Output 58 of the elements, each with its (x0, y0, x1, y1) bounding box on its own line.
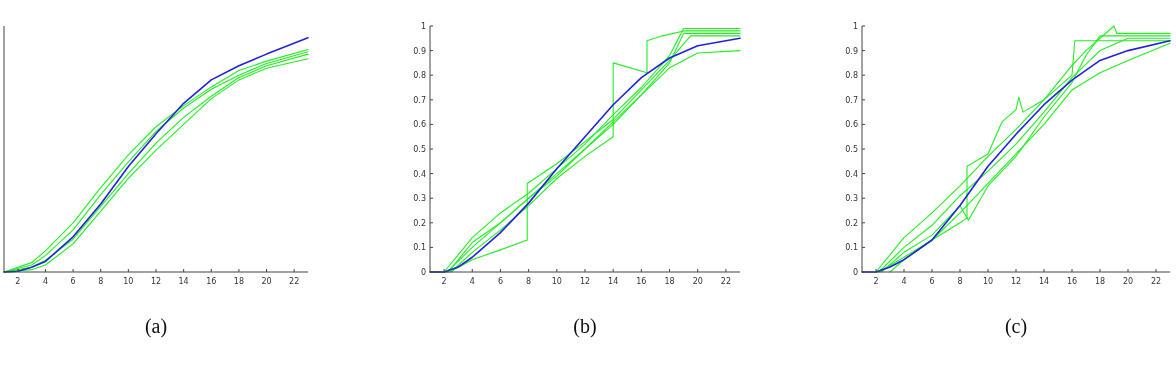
y-tick-label: 0.9 (413, 46, 426, 56)
y-tick-label: 1 (852, 22, 858, 31)
x-tick-label: 12 (1010, 277, 1022, 286)
x-tick-label: 6 (929, 277, 935, 286)
x-tick-label: 4 (901, 277, 907, 286)
x-tick-label: 8 (526, 277, 532, 286)
x-tick-label: 8 (957, 277, 963, 286)
x-tick-label: 10 (982, 277, 994, 286)
y-tick-label: 0.2 (845, 218, 858, 228)
y-tick-label: 0.8 (845, 71, 858, 81)
y-tick-label: 0.7 (845, 95, 858, 105)
x-tick-label: 6 (70, 277, 76, 286)
x-tick-label: 14 (178, 277, 189, 286)
y-tick-label: 0.3 (845, 194, 858, 204)
x-tick-label: 2 (15, 277, 21, 286)
y-tick-label: 0.4 (845, 169, 858, 179)
y-tick-label: 0 (852, 268, 858, 277)
y-tick-label: 0.6 (845, 120, 858, 130)
x-tick-label: 2 (441, 277, 447, 286)
x-tick-label: 2 (873, 277, 879, 286)
x-tick-label: 22 (1150, 277, 1162, 286)
y-tick-label: 0 (420, 268, 426, 277)
y-tick-label: 1 (420, 22, 426, 31)
x-tick-label: 22 (289, 277, 300, 286)
y-tick-label: 0.8 (413, 71, 426, 81)
x-tick-label: 20 (261, 277, 272, 286)
x-tick-label: 18 (664, 277, 675, 286)
x-tick-label: 4 (469, 277, 475, 286)
x-tick-label: 4 (42, 277, 48, 286)
text: (c) (1004, 315, 1028, 338)
y-tick-label: 0.3 (413, 194, 426, 204)
y-tick-label: 0.2 (413, 218, 426, 228)
x-tick-label: 10 (551, 277, 562, 286)
text: (b) (573, 315, 597, 338)
x-tick-label: 18 (1094, 277, 1106, 286)
y-tick-label: 0.1 (413, 243, 426, 253)
y-tick-label: 0.5 (845, 145, 858, 154)
x-tick-label: 14 (1038, 277, 1050, 286)
x-tick-label: 20 (692, 277, 703, 286)
x-tick-label: 12 (150, 277, 162, 286)
y-tick-label: 0.1 (845, 243, 858, 253)
y-tick-label: 0.4 (413, 169, 426, 179)
x-tick-label: 6 (497, 277, 503, 286)
x-tick-label: 20 (1122, 277, 1134, 286)
y-tick-label: 0.5 (413, 145, 426, 154)
text: (a) (144, 315, 168, 338)
x-tick-label: 18 (233, 277, 244, 286)
x-tick-label: 22 (720, 277, 731, 286)
x-tick-label: 12 (579, 277, 591, 286)
x-tick-label: 8 (98, 277, 104, 286)
x-tick-label: 10 (123, 277, 134, 286)
y-tick-label: 0.6 (413, 120, 426, 130)
x-tick-label: 14 (608, 277, 619, 286)
x-tick-label: 16 (636, 277, 647, 286)
y-tick-label: 0.9 (845, 46, 858, 56)
x-tick-label: 16 (1066, 277, 1078, 286)
x-tick-label: 16 (206, 277, 217, 286)
y-tick-label: 0.7 (413, 95, 426, 105)
